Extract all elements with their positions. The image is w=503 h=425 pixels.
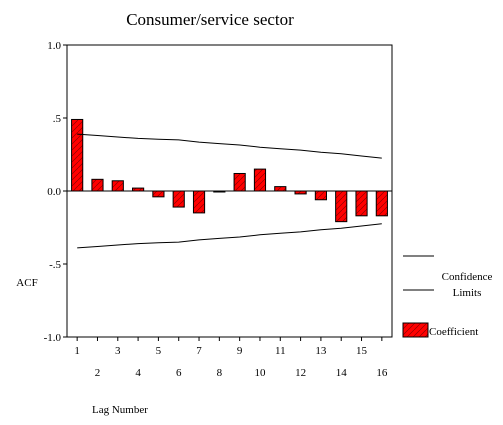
bar-lag-15 (355, 190, 368, 217)
lower-confidence-limit (77, 223, 382, 249)
x-tick-label: 11 (275, 345, 286, 357)
x-tick-label: 8 (217, 367, 223, 379)
x-tick-label: 16 (376, 367, 388, 379)
bar-lag-5 (152, 190, 165, 198)
y-tick-label: -.5 (49, 259, 61, 271)
bar-lag-9 (233, 172, 246, 192)
confidence-limits (77, 133, 382, 249)
legend-coefficient-swatch (402, 322, 429, 338)
y-tick-label: 0.0 (47, 186, 61, 198)
x-tick-label: 15 (356, 345, 368, 357)
upper-confidence-limit (77, 133, 382, 159)
bar-lag-12 (294, 190, 307, 195)
x-tick-label: 2 (95, 367, 101, 379)
bar-lag-13 (314, 190, 327, 201)
x-tick-label: 12 (295, 367, 306, 379)
bar-lag-7 (192, 190, 206, 214)
x-tick-label: 14 (336, 367, 348, 379)
bar-lag-14 (335, 190, 348, 223)
bar-lag-8 (213, 190, 226, 193)
x-tick-label: 13 (315, 345, 327, 357)
legend-coefficient-label: Coefficient (429, 326, 478, 338)
bar-lag-16 (375, 190, 388, 217)
x-tick-label: 7 (196, 345, 202, 357)
legend-confidence-label: Confidence (442, 271, 493, 283)
bar-lag-2 (91, 178, 104, 192)
x-tick-label: 1 (74, 345, 80, 357)
x-tick-label: 4 (135, 367, 141, 379)
y-axis-label: ACF (16, 277, 37, 289)
legend-limits-label: Limits (453, 287, 482, 299)
x-tick-label: 9 (237, 345, 243, 357)
bar-lag-1 (71, 118, 84, 192)
legend: Confidence Limits Coefficient (402, 255, 493, 338)
bar-lag-6 (172, 190, 185, 208)
bar-lag-10 (253, 168, 267, 192)
y-tick-label: .5 (53, 113, 62, 125)
chart-title: Consumer/service sector (126, 10, 294, 29)
x-tick-label: 5 (156, 345, 162, 357)
bar-lag-3 (111, 180, 124, 192)
x-tick-label: 6 (176, 367, 182, 379)
bar-lag-11 (274, 186, 287, 192)
x-axis-label: Lag Number (92, 404, 148, 416)
x-tick-label: 3 (115, 345, 121, 357)
bars (71, 118, 388, 223)
y-tick-label: -1.0 (44, 332, 62, 344)
bar-lag-4 (132, 187, 145, 192)
x-tick-label: 10 (254, 367, 266, 379)
y-tick-label: 1.0 (47, 40, 61, 52)
